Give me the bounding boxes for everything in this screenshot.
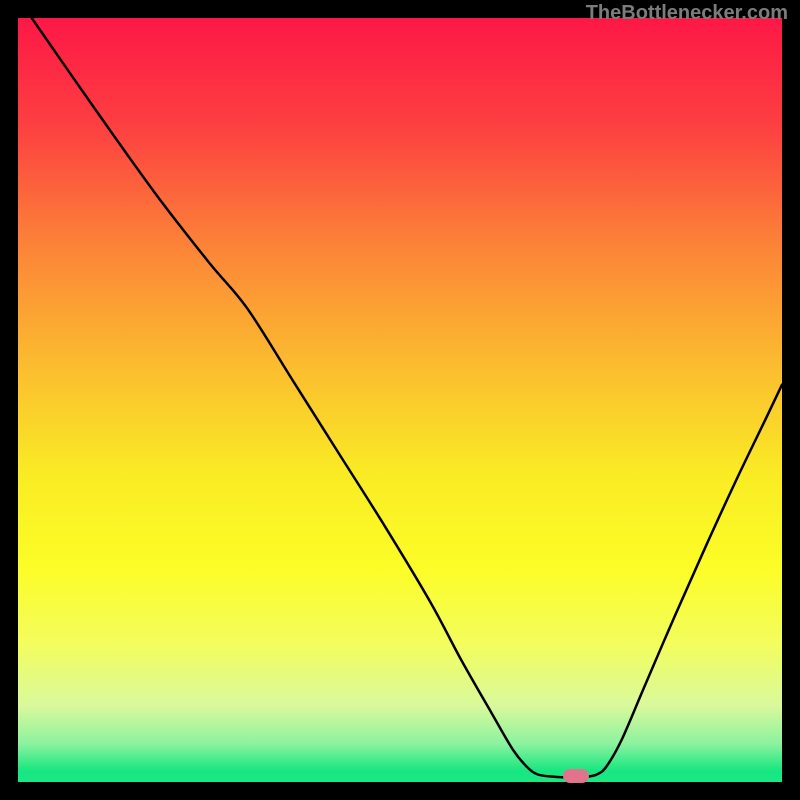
watermark-text: TheBottlenecker.com (586, 2, 788, 25)
optimal-point-marker (563, 769, 589, 783)
bottleneck-chart (18, 18, 782, 782)
chart-curve (18, 18, 782, 782)
